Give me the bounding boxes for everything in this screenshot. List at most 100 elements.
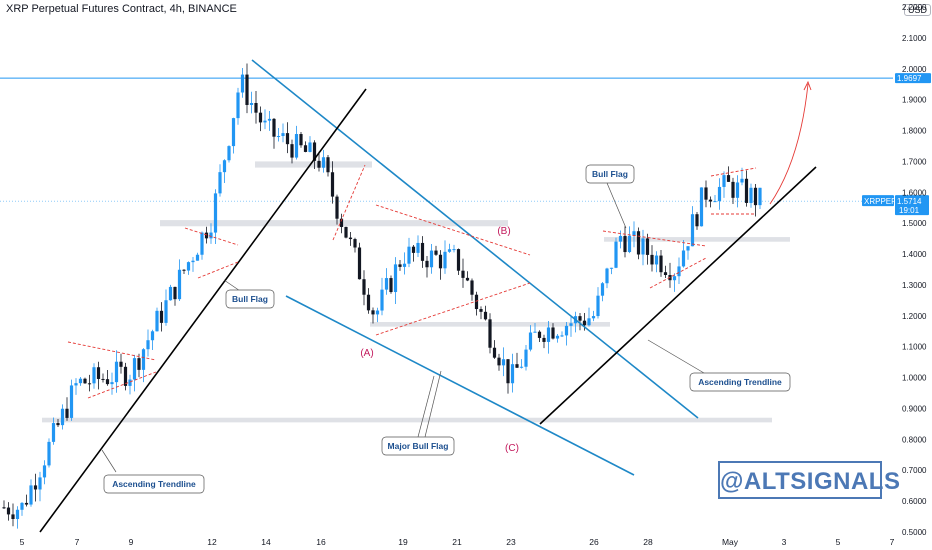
x-tick-label: 19 [398,537,408,547]
projection-arrow [769,83,809,205]
candle-body [726,175,731,182]
candle-body [285,133,290,145]
candle-body [132,358,137,380]
candle-body [294,134,299,158]
candle-body [582,320,587,326]
candle-body [60,408,65,426]
y-tick-label: 0.8000 [902,435,927,444]
x-tick-label: 14 [261,537,271,547]
candle-body [470,280,474,295]
candle-body [564,325,569,336]
channel-upper-line [251,59,699,419]
candle-body [456,249,461,271]
support-zone [604,237,790,242]
candle-body [429,250,434,268]
candle-body [344,226,348,238]
candle-body [483,311,488,320]
candle-body [438,254,443,269]
candle-body [209,232,213,239]
candle-body [402,263,407,267]
candle-body [731,181,735,198]
candle-body [411,246,416,253]
x-tick-label: 12 [207,537,217,547]
candle-body [155,310,159,332]
candle-body [348,237,353,240]
y-tick-label: 1.5000 [902,219,927,228]
candle-body [443,251,447,269]
candle-body [645,238,650,255]
y-tick-label: 1.7000 [902,157,927,166]
candle-body [78,378,83,384]
candle-body [659,255,663,273]
candle-body [290,144,294,158]
candle-body [533,331,537,333]
candle-body [353,239,357,248]
candle-body [330,172,335,197]
countdown-tag: 19:01 [899,206,920,215]
candle-body [74,383,78,386]
candle-body [11,514,15,520]
y-tick-label: 0.9000 [902,404,927,413]
candle-body [501,359,506,366]
candle-body [447,249,452,252]
candle-body [384,278,389,290]
candle-body [420,242,425,261]
candle-body [672,276,677,281]
candle-body [267,118,272,121]
candle-body [600,283,605,296]
candle-body [236,92,240,119]
wave-b-label: (B) [497,226,510,237]
drawings [39,59,817,533]
candle-body [227,146,231,161]
last-price-tag: 1.5714 [897,197,922,206]
candle-body [632,231,636,236]
candle-body [605,268,609,284]
ascending-trendline-right [539,166,817,425]
flag-lines [67,164,757,399]
candle-body [740,178,744,183]
candle-body [398,264,402,267]
candle-body [105,379,110,385]
candle-body [15,509,20,520]
candle-body [191,260,195,263]
candle-body [335,196,339,219]
candle-body [506,359,510,384]
candle-body [560,335,564,337]
candle-body [146,340,150,350]
y-tick-label: 1.2000 [902,312,927,321]
candle-body [56,423,60,426]
currency-badge[interactable]: USD [904,4,932,16]
candle-body [195,254,200,261]
candle-body [528,332,533,350]
candle-body [735,182,740,198]
x-tick-label: 16 [316,537,326,547]
candle-body [141,349,146,370]
candle-body [128,379,132,386]
candle-body [276,136,281,138]
candle-body [281,133,285,137]
candle-body [474,294,479,310]
candle-body [416,242,420,253]
candle-body [663,272,668,276]
bull-flag-label-right-box [585,164,635,184]
x-tick-label: 7 [75,537,80,547]
candle-body [744,178,749,203]
x-tick-label: 5 [20,537,25,547]
candle-body [722,175,726,187]
candle-body [492,347,497,358]
candle-body [357,247,362,280]
y-tick-label: 0.7000 [902,466,927,475]
candle-body [366,294,371,311]
candle-body [29,485,33,505]
wave-c-label: (C) [505,443,519,454]
candle-body [231,118,236,147]
candle-body [708,199,713,202]
support-zones [42,161,790,423]
y-tick-label: 1.9000 [902,96,927,105]
candle-body [389,278,393,293]
candle-body [213,193,218,233]
candle-body [618,235,623,242]
candle-body [299,134,303,146]
candle-body [258,112,263,123]
